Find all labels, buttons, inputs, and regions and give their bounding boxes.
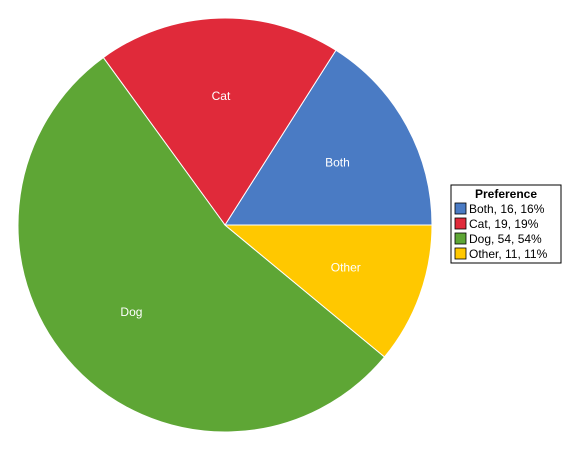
legend-entry-cat: Cat, 19, 19% (469, 217, 539, 231)
legend-title: Preference (475, 187, 537, 201)
slice-label-dog: Dog (120, 305, 142, 319)
pie-slices (18, 18, 432, 432)
legend-entry-other: Other, 11, 11% (469, 247, 548, 261)
legend: Preference Both, 16, 16%Cat, 19, 19%Dog,… (451, 185, 561, 263)
slice-label-both: Both (325, 155, 350, 169)
slice-label-cat: Cat (212, 89, 231, 103)
legend-swatch-other (455, 248, 466, 259)
slice-label-other: Other (331, 261, 361, 275)
legend-entry-both: Both, 16, 16% (469, 202, 545, 216)
legend-swatch-cat (455, 218, 466, 229)
legend-swatch-dog (455, 233, 466, 244)
legend-swatch-both (455, 203, 466, 214)
legend-entry-dog: Dog, 54, 54% (469, 232, 542, 246)
